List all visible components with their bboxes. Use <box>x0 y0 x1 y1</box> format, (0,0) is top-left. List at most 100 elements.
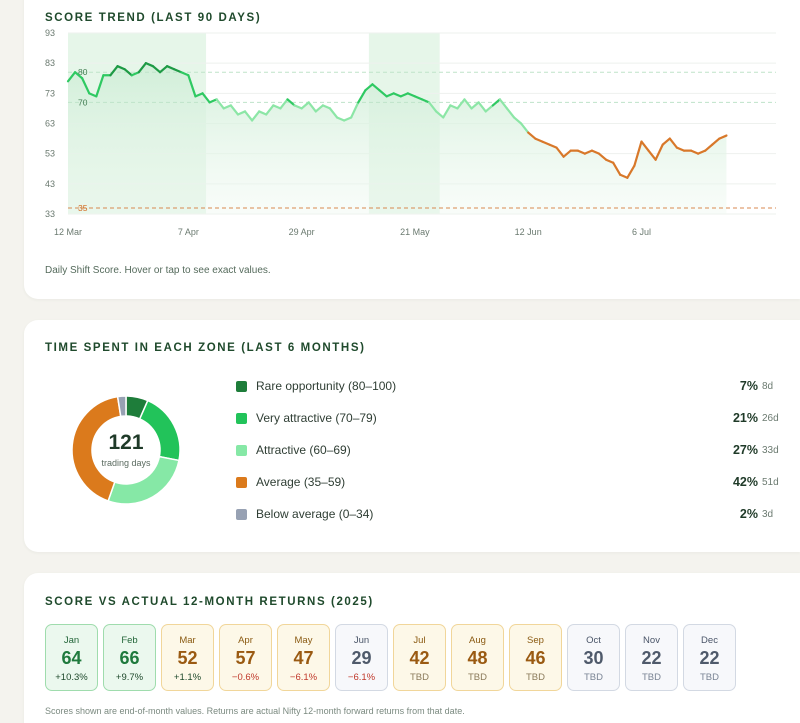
score-line-segment <box>208 98 218 104</box>
score-line-segment <box>484 104 494 113</box>
score-line-segment <box>718 134 728 140</box>
donut-slice-4[interactable] <box>116 395 127 418</box>
month-card-may[interactable]: May 47 −6.1% <box>277 624 330 691</box>
score-line-segment <box>654 143 664 161</box>
score-line-segment <box>314 104 324 113</box>
month-score: 22 <box>699 648 720 668</box>
score-line-segment <box>527 131 537 140</box>
zone-percent: 7% <box>739 379 758 393</box>
y-tick-label: 73 <box>45 88 55 98</box>
month-score: 64 <box>61 648 82 668</box>
returns-card: SCORE VS ACTUAL 12-MONTH RETURNS (2025) … <box>24 573 800 723</box>
score-line-segment <box>604 158 615 164</box>
score-line-segment <box>612 161 622 176</box>
score-line-segment <box>633 140 643 167</box>
month-name: Sep <box>527 635 544 646</box>
zone-days: 51d <box>762 476 779 488</box>
score-line-segment <box>704 143 714 152</box>
score-line-segment <box>456 98 466 110</box>
month-card-mar[interactable]: Mar 52 +1.1% <box>161 624 214 691</box>
y-tick-label: 93 <box>45 28 55 38</box>
trading-days-label: trading days <box>101 458 151 468</box>
month-card-jul[interactable]: Jul 42 TBD <box>393 624 446 691</box>
reference-label: 80 <box>78 67 88 77</box>
x-tick-label: 21 May <box>400 227 430 237</box>
score-line-segment <box>194 92 204 98</box>
month-name: Jul <box>413 635 426 646</box>
zone-row: Average (35–59) 42% 51d <box>236 472 779 492</box>
score-line-segment <box>243 110 254 122</box>
score-trend-title: SCORE TREND (LAST 90 DAYS) <box>45 12 262 24</box>
month-return: −0.6% <box>231 672 260 683</box>
month-card-jun[interactable]: Jun 29 −6.1% <box>335 624 388 691</box>
score-line-segment <box>95 74 105 98</box>
month-return: TBD <box>410 672 429 683</box>
month-score: 30 <box>583 648 604 668</box>
score-line-segment <box>66 71 77 83</box>
month-score: 46 <box>525 648 546 668</box>
month-card-sep[interactable]: Sep 46 TBD <box>509 624 562 691</box>
x-tick-label: 6 Jul <box>632 227 651 237</box>
month-card-jan[interactable]: Jan 64 +10.3% <box>45 624 98 691</box>
score-line-segment <box>711 137 721 146</box>
score-line-segment <box>406 92 417 98</box>
score-line-segment <box>435 110 445 119</box>
returns-caption: Scores shown are end-of-month values. Re… <box>45 706 465 716</box>
month-name: Jan <box>63 635 80 646</box>
score-trend-chart[interactable]: 93 83 73 63 53 43 33 80 70 35 12 Mar 7 Apr 29 Apr 21 … <box>24 0 800 240</box>
month-name: Dec <box>701 635 718 646</box>
zone-row: Rare opportunity (80–100) 7% 8d <box>236 376 776 396</box>
score-line-segment <box>81 77 91 95</box>
month-return: TBD <box>526 672 545 683</box>
score-line-segment <box>498 98 509 110</box>
score-line-segment <box>73 71 84 80</box>
score-line-segment <box>130 71 140 77</box>
zone-percent: 27% <box>732 443 758 457</box>
score-line-segment <box>258 110 268 116</box>
score-line-segment <box>357 89 367 104</box>
month-score: 52 <box>177 648 198 668</box>
month-card-nov[interactable]: Nov 22 TBD <box>625 624 678 691</box>
zone-swatch <box>236 412 247 424</box>
score-line-segment <box>647 149 657 161</box>
month-card-oct[interactable]: Oct 30 TBD <box>567 624 620 691</box>
score-line-segment <box>413 95 424 101</box>
score-line-segment <box>286 98 296 107</box>
score-line-segment <box>668 137 678 149</box>
score-line-segment <box>449 104 459 110</box>
score-line-segment <box>697 149 707 155</box>
month-name: Nov <box>643 635 660 646</box>
score-line-segment <box>505 107 516 119</box>
score-line-segment <box>201 92 211 104</box>
score-line-segment <box>378 89 388 98</box>
y-tick-label: 43 <box>45 179 55 189</box>
trading-days-total: 121 <box>108 431 144 454</box>
score-line-segment <box>229 104 240 116</box>
score-line-segment <box>576 149 586 155</box>
month-card-apr[interactable]: Apr 57 −0.6% <box>219 624 272 691</box>
zone-time-title: TIME SPENT IN EACH ZONE (LAST 6 MONTHS) <box>45 342 366 354</box>
month-card-dec[interactable]: Dec 22 TBD <box>683 624 736 691</box>
score-line-segment <box>491 98 501 107</box>
score-line-segment <box>180 71 190 77</box>
y-tick-label: 83 <box>45 58 55 68</box>
x-tick-label: 7 Apr <box>178 227 199 237</box>
donut-slice-3[interactable] <box>71 395 122 502</box>
score-line-segment <box>583 149 594 155</box>
zone-swatch <box>236 380 247 392</box>
score-line-segment <box>689 149 700 155</box>
reference-label: 70 <box>78 97 88 107</box>
zone-days: 8d <box>762 380 774 392</box>
score-line-segment <box>520 122 530 134</box>
zone-donut: 121 trading days <box>60 384 192 516</box>
month-card-aug[interactable]: Aug 48 TBD <box>451 624 504 691</box>
month-name: Oct <box>586 635 601 646</box>
score-line-segment <box>399 92 409 98</box>
score-line-segment <box>250 110 261 122</box>
score-line-segment <box>222 104 232 110</box>
score-line-segment <box>555 146 565 158</box>
score-trend-caption: Daily Shift Score. Hover or tap to see e… <box>45 265 271 276</box>
score-line-segment <box>144 62 155 68</box>
month-card-feb[interactable]: Feb 66 +9.7% <box>103 624 156 691</box>
zone-percent: 21% <box>732 411 758 425</box>
